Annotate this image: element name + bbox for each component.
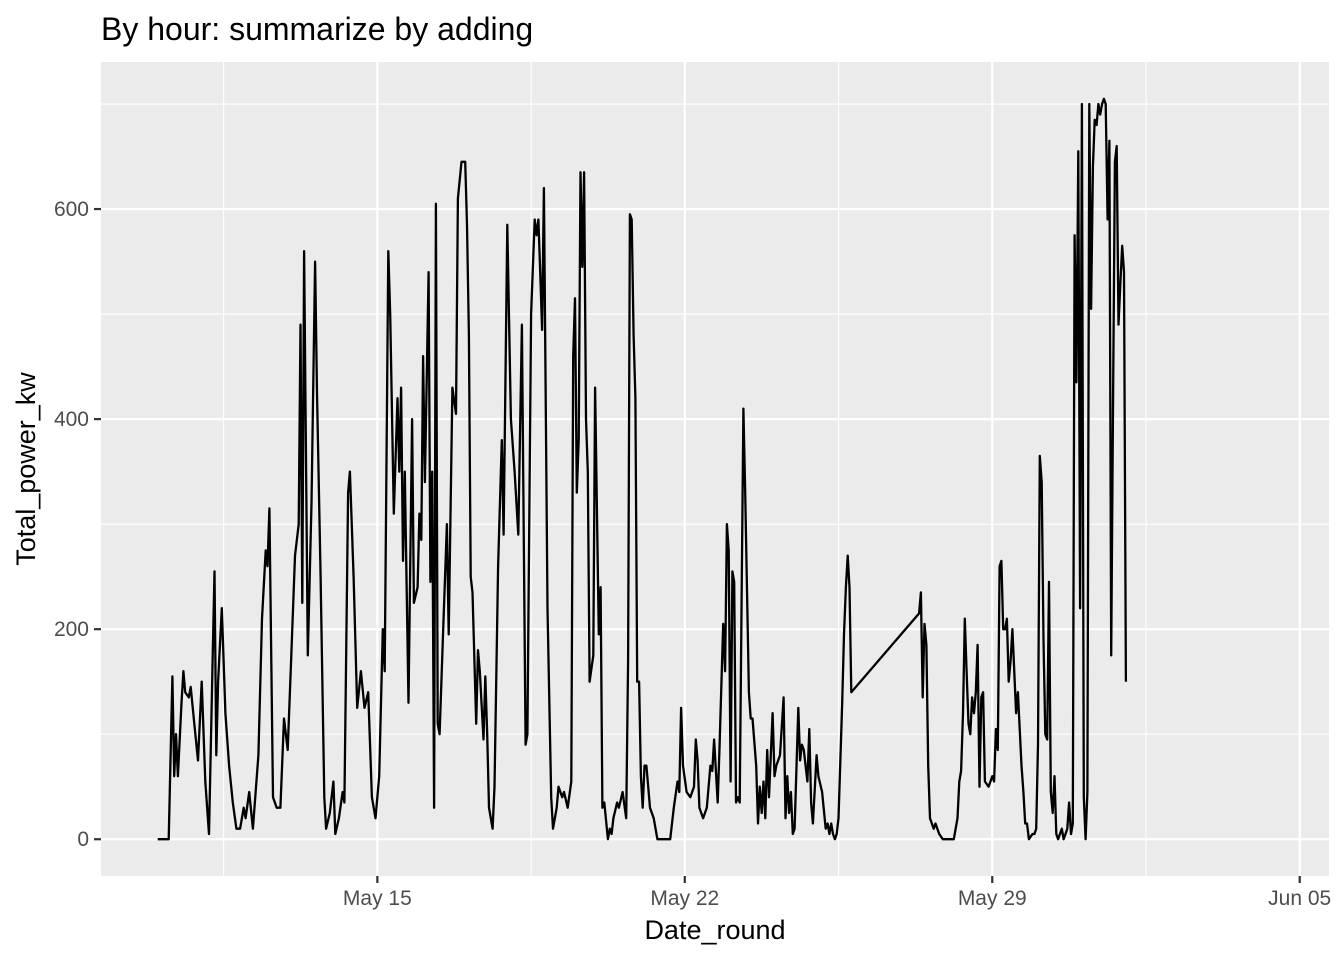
x-axis-title: Date_round	[644, 915, 785, 945]
chart-title: By hour: summarize by adding	[101, 11, 533, 47]
x-tick-label: May 15	[343, 887, 412, 910]
y-tick-label: 600	[54, 198, 89, 221]
y-tick-label: 200	[54, 618, 89, 641]
series-line	[157, 97, 1128, 841]
y-axis-ticks: 0 200 400 600	[54, 198, 101, 851]
y-tick-label: 400	[54, 408, 89, 431]
y-tick-label: 0	[77, 828, 89, 851]
major-gridlines	[101, 62, 1329, 876]
x-axis-ticks: May 15 May 22 May 29 Jun 05	[343, 876, 1331, 910]
x-tick-label: May 29	[958, 887, 1027, 910]
y-axis-title: Total_power_kw	[11, 372, 41, 566]
x-tick-label: May 22	[650, 887, 719, 910]
x-tick-label: Jun 05	[1268, 887, 1331, 910]
